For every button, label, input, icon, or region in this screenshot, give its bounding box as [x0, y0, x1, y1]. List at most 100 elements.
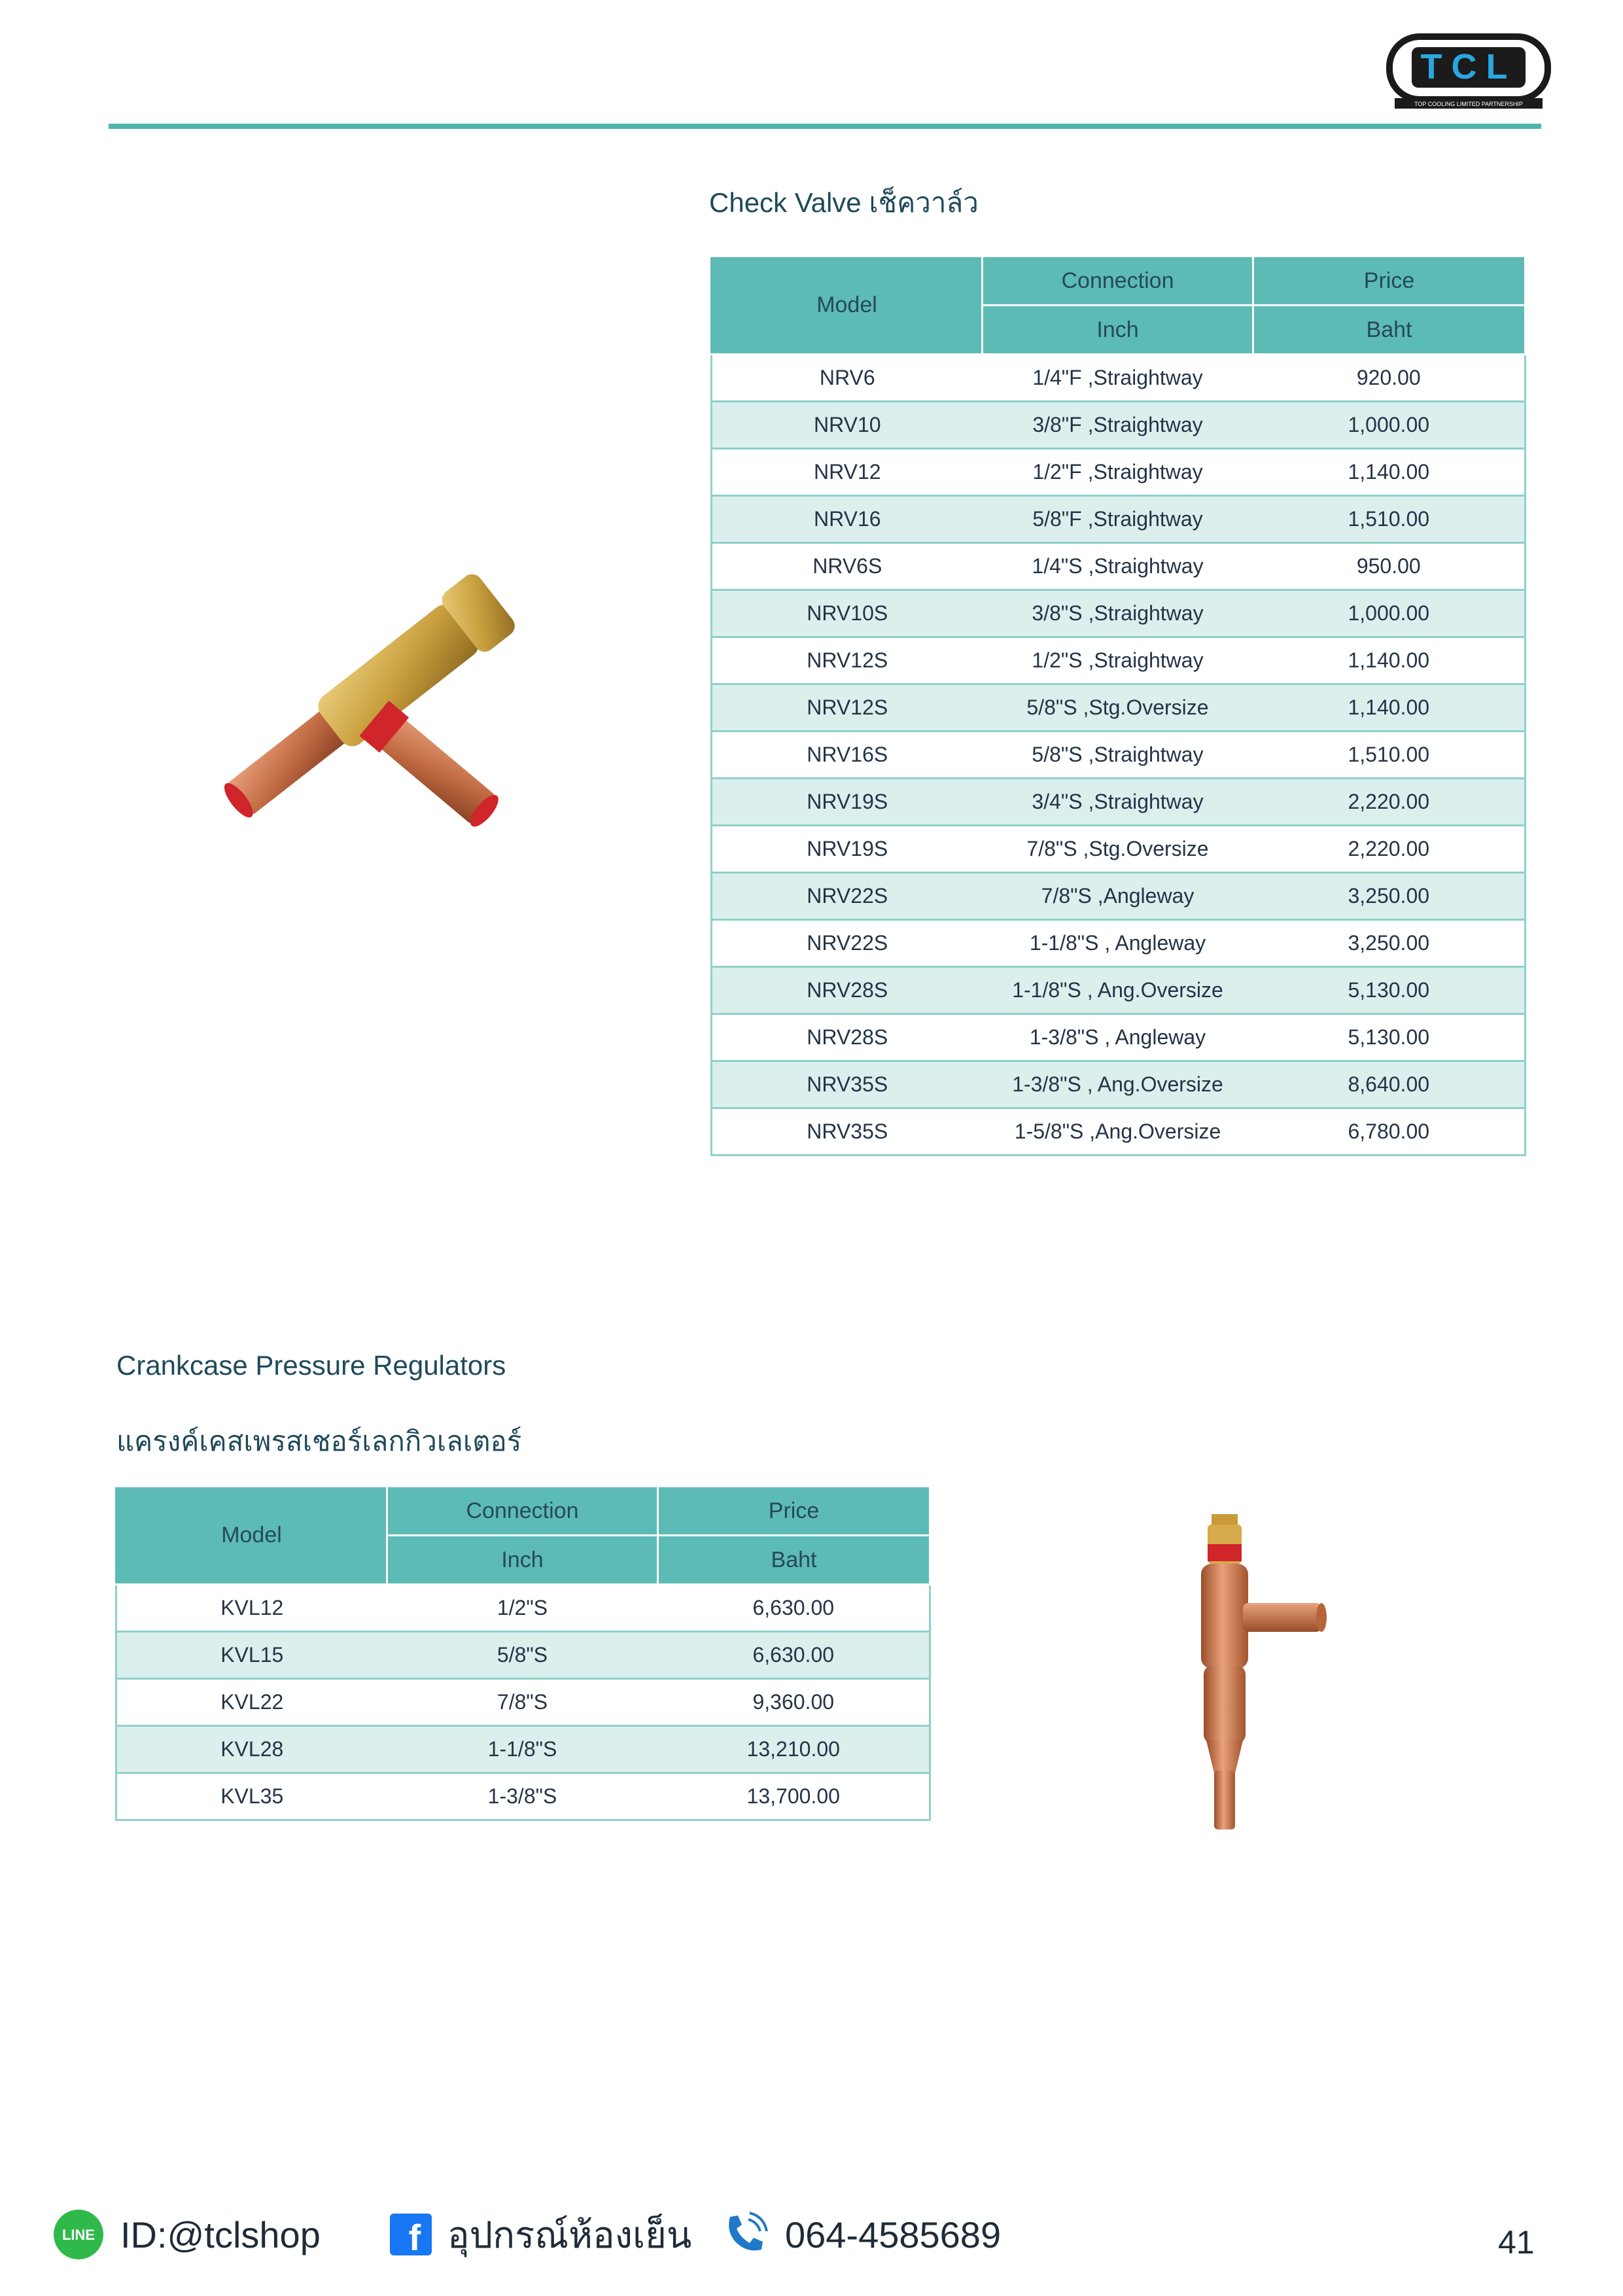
- price-cell: 9,360.00: [657, 1678, 931, 1727]
- connection-cell: 1-5/8"S ,Ang.Oversize: [982, 1107, 1253, 1156]
- crankcase-regulator-image: [1201, 1514, 1327, 1829]
- model-cell: NRV28S: [710, 1013, 983, 1062]
- col-header-inch: Inch: [981, 304, 1254, 355]
- table-row: KVL15 5/8"S 6,630.00: [115, 1631, 931, 1680]
- model-cell: NRV10S: [710, 589, 983, 638]
- svg-text:LINE: LINE: [62, 2227, 95, 2243]
- price-cell: 8,640.00: [1253, 1060, 1526, 1109]
- table-row: NRV35S 1-3/8"S , Ang.Oversize 8,640.00: [710, 1060, 1526, 1109]
- table-row: NRV19S 7/8"S ,Stg.Oversize 2,220.00: [710, 824, 1526, 874]
- model-cell: NRV19S: [710, 824, 983, 874]
- price-cell: 920.00: [1253, 353, 1526, 402]
- connection-cell: 5/8"S ,Straightway: [982, 730, 1253, 779]
- connection-cell: 1/2"F ,Straightway: [982, 448, 1253, 497]
- table-row: NRV22S 7/8"S ,Angleway 3,250.00: [710, 872, 1526, 921]
- col-header-baht: Baht: [1252, 304, 1526, 355]
- facebook-page-name: อุปกรณ์ห้องเย็น: [447, 2214, 692, 2255]
- model-cell: KVL35: [115, 1772, 387, 1821]
- table-row: NRV16S 5/8"S ,Straightway 1,510.00: [710, 730, 1526, 779]
- table-row: NRV12S 1/2"S ,Straightway 1,140.00: [710, 636, 1526, 685]
- header-rule: [109, 124, 1541, 129]
- price-cell: 1,140.00: [1253, 636, 1526, 685]
- table-row: NRV16 5/8"F ,Straightway 1,510.00: [710, 495, 1526, 544]
- price-cell: 6,630.00: [657, 1631, 931, 1680]
- model-cell: NRV6: [710, 353, 983, 402]
- connection-cell: 1-1/8"S , Angleway: [982, 919, 1253, 968]
- connection-cell: 5/8"S: [387, 1631, 658, 1680]
- table-row: NRV22S 1-1/8"S , Angleway 3,250.00: [710, 919, 1526, 968]
- model-cell: NRV12S: [710, 636, 983, 685]
- table-row: NRV28S 1-3/8"S , Angleway 5,130.00: [710, 1013, 1526, 1062]
- connection-cell: 7/8"S ,Stg.Oversize: [982, 824, 1253, 874]
- line-id: ID:@tclshop: [120, 2214, 321, 2255]
- price-cell: 950.00: [1253, 542, 1526, 591]
- connection-cell: 7/8"S ,Angleway: [982, 872, 1253, 921]
- table-row: NRV35S 1-5/8"S ,Ang.Oversize 6,780.00: [710, 1107, 1526, 1156]
- table-row: NRV6S 1/4"S ,Straightway 950.00: [710, 542, 1526, 591]
- table-row: NRV28S 1-1/8"S , Ang.Oversize 5,130.00: [710, 966, 1526, 1015]
- connection-cell: 1-1/8"S: [387, 1725, 658, 1774]
- price-cell: 1,510.00: [1253, 495, 1526, 544]
- model-cell: NRV22S: [710, 872, 983, 921]
- crankcase-rows: KVL12 1/2"S 6,630.00 KVL15 5/8"S 6,630.00 KVL2…: [115, 1583, 931, 1821]
- connection-cell: 1/4"S ,Straightway: [982, 542, 1253, 591]
- price-cell: 2,220.00: [1253, 777, 1526, 826]
- price-cell: 1,140.00: [1253, 683, 1526, 732]
- table-row: NRV12 1/2"F ,Straightway 1,140.00: [710, 448, 1526, 497]
- model-cell: NRV6S: [710, 542, 983, 591]
- table-row: NRV12S 5/8"S ,Stg.Oversize 1,140.00: [710, 683, 1526, 732]
- footer-phone-contact[interactable]: 064-4585689: [721, 2205, 1001, 2264]
- logo-text: TCL: [1421, 47, 1517, 86]
- col-header-price: Price: [657, 1485, 931, 1536]
- connection-cell: 1/2"S ,Straightway: [982, 636, 1253, 685]
- price-cell: 1,140.00: [1253, 448, 1526, 497]
- connection-cell: 7/8"S: [387, 1678, 658, 1727]
- model-cell: KVL15: [115, 1631, 387, 1680]
- table-row: NRV10 3/8"F ,Straightway 1,000.00: [710, 400, 1526, 450]
- price-cell: 13,210.00: [657, 1725, 931, 1774]
- connection-cell: 3/8"F ,Straightway: [982, 400, 1253, 450]
- footer-facebook-contact[interactable]: f อุปกรณ์ห้องเย็น: [390, 2205, 691, 2264]
- check-valve-table: Model Connection Price Inch Baht NRV6 1/4…: [710, 255, 1526, 1156]
- tcl-logo: TCL TOP COOLING LIMITED PARTNERSHIP: [1386, 33, 1551, 109]
- price-cell: 3,250.00: [1253, 919, 1526, 968]
- connection-cell: 1-3/8"S , Ang.Oversize: [982, 1060, 1253, 1109]
- price-cell: 2,220.00: [1253, 824, 1526, 874]
- model-cell: NRV28S: [710, 966, 983, 1015]
- connection-cell: 3/8"S ,Straightway: [982, 589, 1253, 638]
- col-header-connection: Connection: [386, 1485, 659, 1536]
- phone-icon: [729, 2212, 768, 2251]
- crankcase-table: Model Connection Price Inch Baht KVL12 1/…: [115, 1485, 931, 1821]
- footer-line-contact[interactable]: LINE ID:@tclshop: [52, 2205, 321, 2264]
- model-cell: NRV35S: [710, 1060, 983, 1109]
- col-header-baht: Baht: [657, 1534, 931, 1585]
- col-header-inch: Inch: [386, 1534, 659, 1585]
- price-cell: 1,000.00: [1253, 400, 1526, 450]
- connection-cell: 1/4"F ,Straightway: [982, 353, 1253, 402]
- svg-text:f: f: [409, 2217, 421, 2255]
- model-cell: NRV16: [710, 495, 983, 544]
- model-cell: NRV12S: [710, 683, 983, 732]
- crankcase-subtitle: แครงค์เคสเพรสเชอร์เลกกิวเลเตอร์: [116, 1426, 522, 1457]
- crankcase-title: Crankcase Pressure Regulators: [116, 1350, 506, 1381]
- model-cell: NRV10: [710, 400, 983, 450]
- line-icon: LINE: [54, 2210, 103, 2259]
- model-cell: NRV12: [710, 448, 983, 497]
- model-cell: NRV16S: [710, 730, 983, 779]
- price-cell: 5,130.00: [1253, 966, 1526, 1015]
- model-cell: NRV19S: [710, 777, 983, 826]
- logo-tagline: TOP COOLING LIMITED PARTNERSHIP: [1414, 101, 1523, 107]
- col-header-connection: Connection: [981, 255, 1254, 306]
- price-cell: 13,700.00: [657, 1772, 931, 1821]
- model-cell: KVL28: [115, 1725, 387, 1774]
- phone-number: 064-4585689: [785, 2214, 1002, 2255]
- facebook-icon: f: [390, 2214, 432, 2255]
- table-row: KVL28 1-1/8"S 13,210.00: [115, 1725, 931, 1774]
- connection-cell: 5/8"F ,Straightway: [982, 495, 1253, 544]
- page-number: 41: [1498, 2224, 1535, 2261]
- table-row: NRV19S 3/4"S ,Straightway 2,220.00: [710, 777, 1526, 826]
- connection-cell: 1-1/8"S , Ang.Oversize: [982, 966, 1253, 1015]
- connection-cell: 3/4"S ,Straightway: [982, 777, 1253, 826]
- check-valve-title: Check Valve เช็ควาล์ว: [709, 187, 979, 218]
- col-header-price: Price: [1252, 255, 1526, 306]
